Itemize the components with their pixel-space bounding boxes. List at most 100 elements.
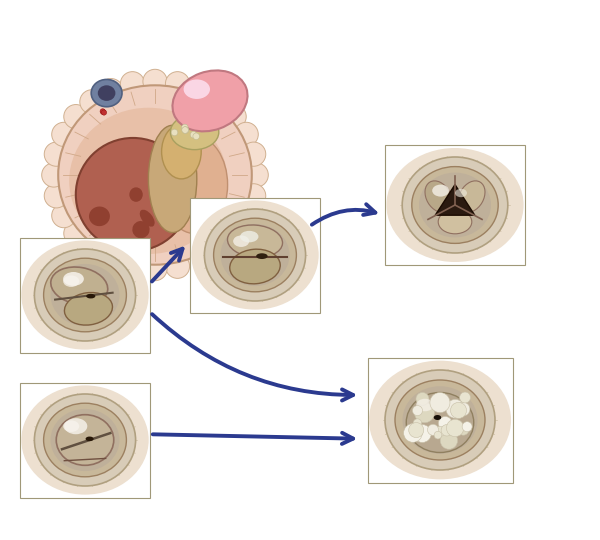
Ellipse shape [240, 231, 259, 242]
Ellipse shape [22, 240, 149, 349]
Ellipse shape [69, 107, 227, 254]
Circle shape [121, 254, 145, 278]
Circle shape [456, 402, 470, 416]
Circle shape [439, 416, 452, 430]
Ellipse shape [386, 148, 524, 262]
Ellipse shape [455, 189, 467, 197]
Ellipse shape [64, 418, 88, 434]
Circle shape [234, 122, 258, 146]
Ellipse shape [58, 85, 252, 265]
Circle shape [222, 221, 246, 246]
Circle shape [52, 204, 76, 228]
Circle shape [99, 247, 123, 272]
Circle shape [441, 424, 452, 436]
Ellipse shape [91, 79, 122, 107]
Ellipse shape [140, 210, 155, 227]
Ellipse shape [86, 436, 94, 441]
Ellipse shape [130, 187, 143, 202]
Ellipse shape [63, 272, 84, 286]
Ellipse shape [438, 210, 472, 234]
Circle shape [52, 122, 76, 146]
Circle shape [121, 72, 145, 96]
Circle shape [143, 256, 167, 281]
Circle shape [413, 424, 431, 442]
Ellipse shape [161, 136, 227, 233]
Ellipse shape [432, 185, 449, 197]
Ellipse shape [434, 415, 441, 420]
Circle shape [440, 432, 458, 449]
Circle shape [446, 419, 464, 437]
Ellipse shape [63, 275, 79, 287]
Circle shape [171, 129, 178, 136]
Circle shape [244, 163, 268, 187]
Bar [190, 198, 320, 313]
Circle shape [100, 109, 105, 114]
Ellipse shape [233, 235, 249, 247]
Circle shape [458, 424, 469, 435]
Ellipse shape [425, 181, 452, 212]
Ellipse shape [98, 85, 115, 101]
Ellipse shape [148, 125, 197, 233]
Ellipse shape [63, 421, 79, 432]
Circle shape [193, 133, 200, 140]
Circle shape [182, 124, 188, 131]
Ellipse shape [44, 403, 127, 477]
Ellipse shape [205, 209, 305, 301]
Circle shape [412, 406, 422, 416]
Ellipse shape [133, 221, 149, 238]
Circle shape [143, 69, 167, 93]
Ellipse shape [51, 267, 108, 305]
Ellipse shape [172, 70, 248, 131]
Ellipse shape [221, 224, 290, 286]
Ellipse shape [214, 218, 296, 292]
Circle shape [446, 400, 464, 418]
Ellipse shape [227, 225, 283, 258]
Ellipse shape [155, 161, 176, 184]
Circle shape [44, 142, 68, 166]
Polygon shape [435, 185, 475, 215]
Circle shape [182, 127, 189, 133]
Circle shape [430, 399, 440, 409]
Ellipse shape [403, 386, 478, 454]
Circle shape [409, 423, 424, 437]
Bar [20, 382, 150, 497]
Circle shape [415, 403, 434, 423]
Circle shape [222, 105, 246, 129]
Ellipse shape [89, 206, 110, 226]
Ellipse shape [50, 409, 119, 471]
Circle shape [434, 431, 442, 439]
Circle shape [430, 393, 450, 413]
Ellipse shape [64, 293, 112, 325]
Circle shape [413, 419, 422, 427]
Circle shape [99, 78, 123, 103]
Bar [385, 145, 525, 265]
Ellipse shape [385, 370, 495, 470]
Circle shape [187, 78, 211, 103]
Circle shape [101, 110, 107, 115]
Ellipse shape [230, 249, 280, 284]
Circle shape [182, 127, 188, 133]
Circle shape [166, 254, 190, 278]
Ellipse shape [458, 181, 485, 212]
Ellipse shape [395, 380, 485, 460]
Circle shape [234, 204, 258, 228]
Ellipse shape [412, 167, 498, 244]
Ellipse shape [406, 393, 474, 453]
Ellipse shape [256, 253, 268, 259]
Ellipse shape [76, 138, 190, 251]
Circle shape [462, 422, 472, 431]
Ellipse shape [184, 79, 210, 99]
Circle shape [41, 163, 66, 187]
Ellipse shape [191, 200, 319, 309]
Circle shape [166, 72, 190, 96]
Circle shape [460, 392, 470, 403]
Ellipse shape [44, 258, 127, 332]
Circle shape [242, 184, 266, 208]
Circle shape [206, 236, 230, 260]
Circle shape [187, 247, 211, 272]
Bar [367, 357, 512, 483]
Circle shape [434, 426, 445, 437]
Ellipse shape [161, 124, 201, 179]
Circle shape [404, 423, 422, 442]
Ellipse shape [416, 399, 434, 411]
